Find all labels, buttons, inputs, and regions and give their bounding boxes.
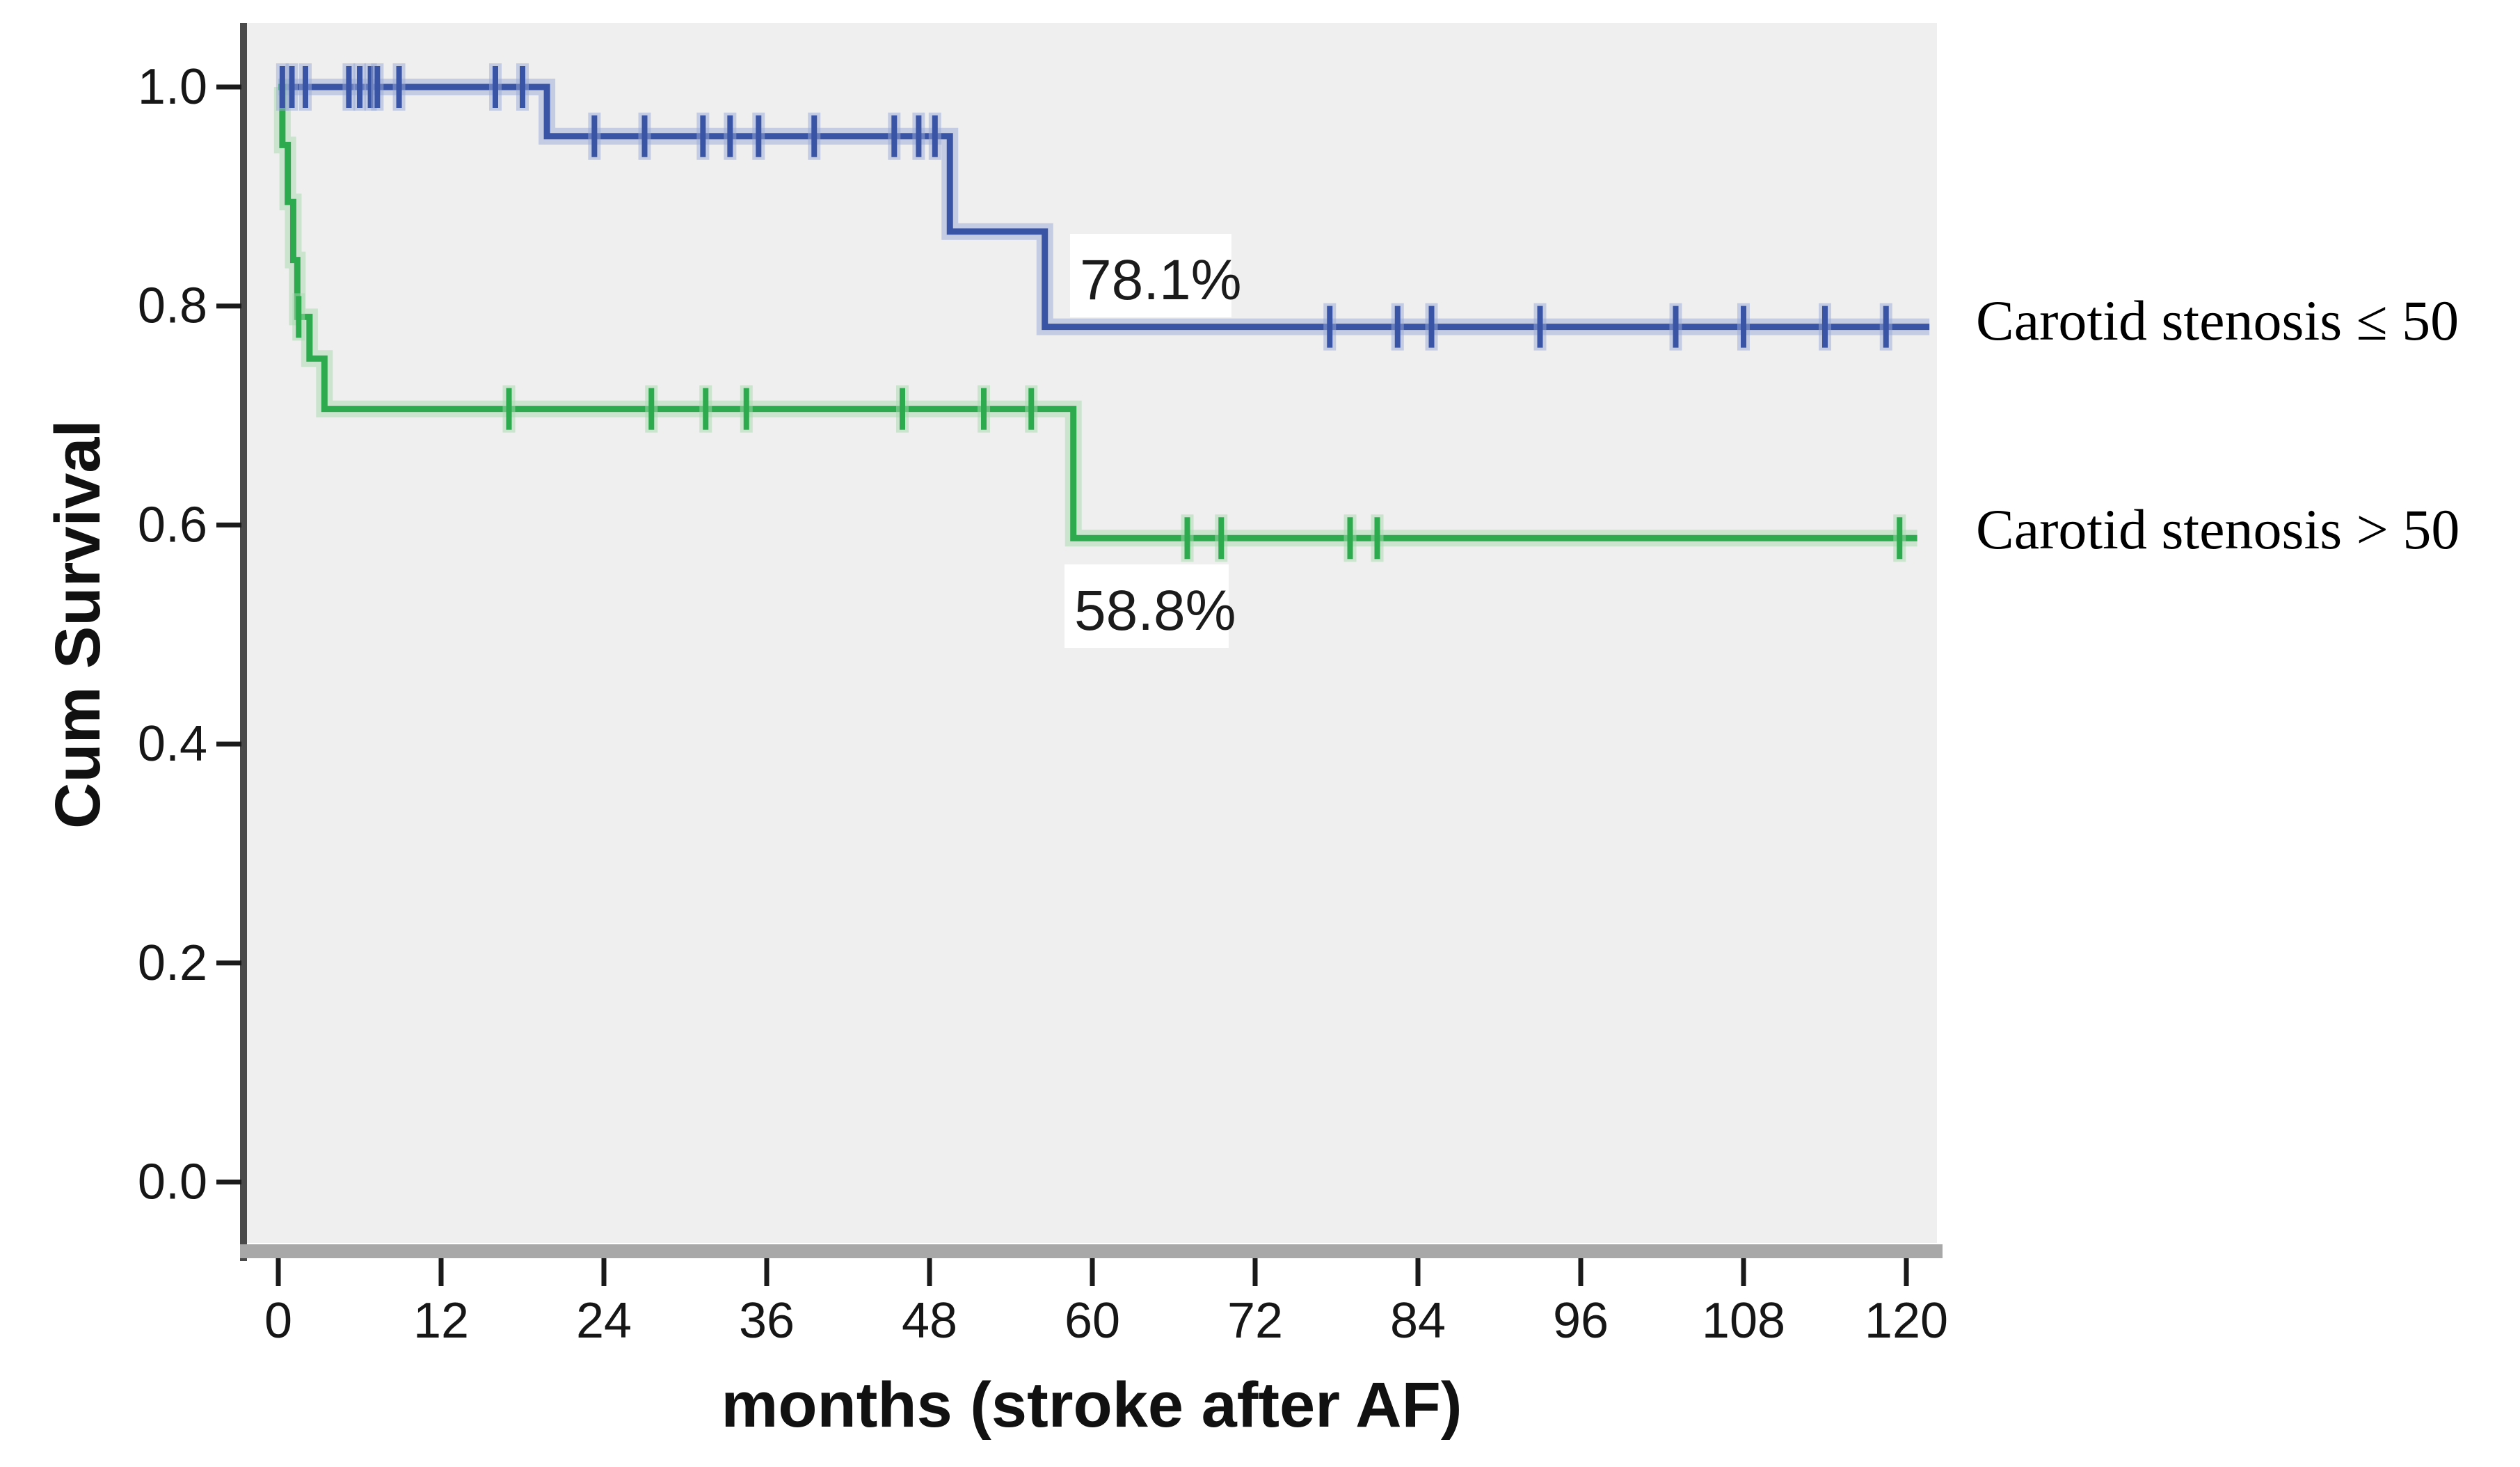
- annotation-value: 78.1%: [1080, 248, 1242, 312]
- annotation-box: [1070, 234, 1231, 317]
- legend-label-stenosis-le-50: Carotid stenosis ≤ 50: [1976, 289, 2459, 352]
- x-axis-title: months (stroke after AF): [721, 1370, 1462, 1441]
- y-tick-label: 0.0: [138, 1155, 207, 1210]
- y-tick-label: 0.8: [138, 278, 207, 334]
- x-tick-label: 24: [576, 1293, 632, 1349]
- x-tick-label: 48: [902, 1293, 957, 1349]
- x-tick-label: 36: [739, 1293, 795, 1349]
- x-tick-label: 108: [1702, 1293, 1785, 1349]
- annotations-layer: 78.1% 58.8%: [1064, 234, 1242, 648]
- x-tick-label: 84: [1390, 1293, 1446, 1349]
- survival-curves-layer: [273, 79, 1930, 547]
- x-tick-label: 120: [1865, 1293, 1948, 1349]
- y-tick-label: 0.2: [138, 935, 207, 991]
- x-tick-label: 60: [1064, 1293, 1120, 1349]
- x-tick-label: 0: [264, 1293, 292, 1349]
- legend-label-stenosis-gt-50: Carotid stenosis > 50: [1976, 498, 2459, 561]
- axes-layer: 1.0 0.8 0.6 0.4 0.2 0.0 0 12 24 36 48 60 72 84 96 108 12…: [138, 23, 1948, 1349]
- x-tick-label: 72: [1227, 1293, 1283, 1349]
- y-axis-line: [240, 23, 247, 1261]
- y-tick-label: 0.4: [138, 716, 207, 772]
- survival-curve-1: [278, 84, 1930, 331]
- x-tick-label: 12: [413, 1293, 469, 1349]
- x-axis-line: [240, 1244, 1943, 1258]
- survival-curve-2: [278, 84, 1917, 541]
- y-tick-label: 0.6: [138, 497, 207, 553]
- censor-marks-layer: [276, 63, 1906, 562]
- x-tick-label: 96: [1553, 1293, 1609, 1349]
- y-tick-label: 1.0: [138, 59, 207, 115]
- annotation-value: 58.8%: [1074, 579, 1236, 642]
- annotation-box: [1064, 564, 1229, 648]
- y-axis-title: Cum Survival: [42, 420, 113, 829]
